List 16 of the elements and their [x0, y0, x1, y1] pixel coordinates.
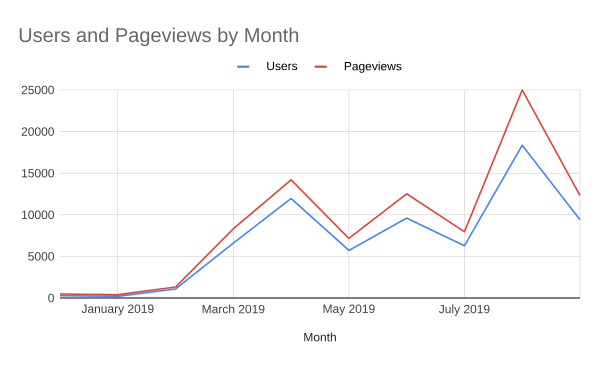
line-series — [59, 89, 581, 296]
y-tick-label: 0 — [48, 294, 54, 302]
y-tick-label: 5000 — [28, 252, 54, 261]
x-tick-label: January 2019 — [82, 304, 154, 316]
line-series — [59, 144, 581, 298]
legend-label: Pageviews — [344, 62, 402, 73]
x-tick-label: July 2019 — [438, 304, 490, 316]
x-axis-title: Month — [304, 332, 336, 342]
x-tick-label: May 2019 — [324, 304, 375, 316]
y-tick-label: 10000 — [22, 210, 54, 220]
x-tick-label: March 2019 — [202, 304, 264, 314]
chart-title: Users and Pageviews by Month — [20, 28, 298, 46]
y-tick-label: 25000 — [22, 86, 54, 94]
legend-label: Users — [267, 62, 298, 70]
y-tick-label: 20000 — [22, 127, 54, 136]
y-tick-label: 15000 — [22, 168, 54, 178]
